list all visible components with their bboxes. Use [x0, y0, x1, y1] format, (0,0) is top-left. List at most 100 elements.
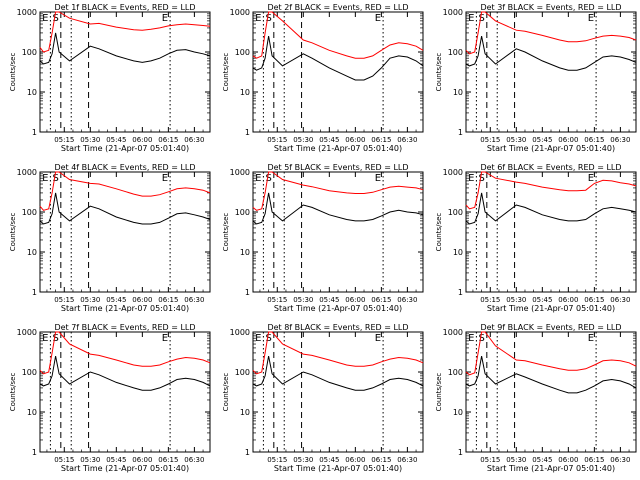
- y-tick-label: 1000: [230, 8, 250, 17]
- plot-frame: [465, 331, 637, 453]
- marker-label: S: [478, 173, 484, 184]
- y-tick-label: 10: [453, 88, 463, 97]
- x-tick-label: 06:30: [184, 136, 204, 144]
- marker-label: E: [468, 13, 474, 24]
- y-tick-label: 100: [448, 368, 463, 377]
- series-line-events: [39, 32, 211, 65]
- x-tick-label: 06:00: [558, 456, 578, 464]
- x-tick-label: 06:30: [610, 136, 630, 144]
- series-line-events: [252, 192, 424, 225]
- y-tick-label: 1: [245, 128, 250, 137]
- panel-title: Det 6f BLACK = Events, RED = LLD: [480, 163, 621, 172]
- x-tick-label: 06:15: [584, 296, 604, 304]
- y-tick-label: 10: [240, 408, 250, 417]
- y-tick-label: 1: [32, 448, 37, 457]
- y-tick-label: 1000: [230, 168, 250, 177]
- x-tick-label: 06:15: [371, 296, 391, 304]
- y-axis-label: Counts/sec: [435, 373, 443, 412]
- x-tick-label: 05:45: [106, 136, 126, 144]
- x-tick-label: 06:15: [584, 136, 604, 144]
- x-tick-label: 05:30: [293, 136, 313, 144]
- x-tick-label: 05:30: [506, 296, 526, 304]
- y-tick-label: 1000: [17, 168, 37, 177]
- x-tick-label: 06:15: [371, 136, 391, 144]
- series-line-events: [252, 356, 424, 391]
- x-tick-label: 06:30: [397, 136, 417, 144]
- x-tick-label: 05:15: [267, 456, 287, 464]
- y-tick-label: 100: [22, 48, 37, 57]
- plot-frame: [465, 171, 637, 293]
- x-tick-label: 06:15: [158, 456, 178, 464]
- y-tick-label: 1000: [17, 8, 37, 17]
- x-tick-label: 05:15: [54, 136, 74, 144]
- x-axis-label: Start Time (21-Apr-07 05:01:40): [61, 304, 189, 313]
- series-line-lld: [465, 11, 637, 55]
- y-tick-label: 1000: [443, 8, 463, 17]
- x-axis-label: Start Time (21-Apr-07 05:01:40): [487, 464, 615, 473]
- plot-frame: [252, 331, 424, 453]
- y-tick-label: 1: [458, 448, 463, 457]
- x-tick-label: 05:30: [80, 456, 100, 464]
- marker-label: E: [255, 173, 261, 184]
- x-tick-label: 06:30: [610, 296, 630, 304]
- y-tick-label: 100: [235, 368, 250, 377]
- x-tick-label: 05:45: [319, 456, 339, 464]
- x-tick-label: 06:15: [158, 296, 178, 304]
- y-axis-label: Counts/sec: [435, 53, 443, 92]
- marker-label: E: [162, 333, 168, 344]
- series-line-lld: [39, 171, 211, 211]
- panel-det-4: Det 4f BLACK = Events, RED = LLD 1 10 100 10…: [9, 163, 211, 313]
- plot-frame: [39, 331, 211, 453]
- x-tick-label: 06:00: [132, 136, 152, 144]
- y-axis-label: Counts/sec: [9, 213, 17, 252]
- x-tick-label: 06:15: [158, 136, 178, 144]
- y-axis-label: Counts/sec: [222, 53, 230, 92]
- marker-label: S: [478, 333, 484, 344]
- x-tick-label: 06:15: [371, 456, 391, 464]
- marker-label: S: [265, 13, 271, 24]
- x-axis-label: Start Time (21-Apr-07 05:01:40): [61, 464, 189, 473]
- panel-title: Det 8f BLACK = Events, RED = LLD: [267, 323, 408, 332]
- x-tick-label: 05:45: [319, 136, 339, 144]
- series-line-events: [39, 192, 211, 225]
- y-tick-label: 10: [27, 408, 37, 417]
- panel-title: Det 2f BLACK = Events, RED = LLD: [267, 3, 408, 12]
- marker-label: S: [265, 333, 271, 344]
- y-axis-label: Counts/sec: [435, 213, 443, 252]
- panel-title: Det 4f BLACK = Events, RED = LLD: [54, 163, 195, 172]
- marker-label: E: [588, 173, 594, 184]
- y-tick-label: 1: [245, 288, 250, 297]
- x-tick-label: 05:15: [54, 296, 74, 304]
- y-tick-label: 1000: [17, 328, 37, 337]
- y-tick-label: 10: [27, 88, 37, 97]
- panel-title: Det 5f BLACK = Events, RED = LLD: [267, 163, 408, 172]
- panel-det-8: Det 8f BLACK = Events, RED = LLD 1 10 100 10…: [222, 323, 424, 473]
- series-line-events: [252, 36, 424, 81]
- y-tick-label: 1000: [443, 328, 463, 337]
- x-axis-label: Start Time (21-Apr-07 05:01:40): [61, 144, 189, 153]
- panel-det-1: Det 1f BLACK = Events, RED = LLD 1 10 100 10…: [9, 3, 211, 153]
- series-line-events: [465, 356, 637, 394]
- x-tick-label: 05:45: [532, 136, 552, 144]
- x-tick-label: 06:00: [132, 456, 152, 464]
- series-line-events: [465, 36, 637, 71]
- panel-det-7: Det 7f BLACK = Events, RED = LLD 1 10 100 10…: [9, 323, 211, 473]
- x-tick-label: 05:15: [267, 136, 287, 144]
- x-tick-label: 05:45: [319, 296, 339, 304]
- y-tick-label: 10: [453, 248, 463, 257]
- plot-frame: [252, 171, 424, 293]
- y-tick-label: 10: [453, 408, 463, 417]
- x-tick-label: 06:00: [132, 296, 152, 304]
- y-tick-label: 1: [32, 128, 37, 137]
- y-tick-label: 100: [235, 48, 250, 57]
- x-tick-label: 06:30: [184, 456, 204, 464]
- x-axis-label: Start Time (21-Apr-07 05:01:40): [274, 304, 402, 313]
- x-tick-label: 06:00: [345, 136, 365, 144]
- marker-label: E: [468, 333, 474, 344]
- x-tick-label: 05:30: [80, 136, 100, 144]
- marker-label: E: [375, 333, 381, 344]
- x-tick-label: 05:45: [106, 456, 126, 464]
- series-line-lld: [39, 331, 211, 375]
- series-line-events: [39, 356, 211, 391]
